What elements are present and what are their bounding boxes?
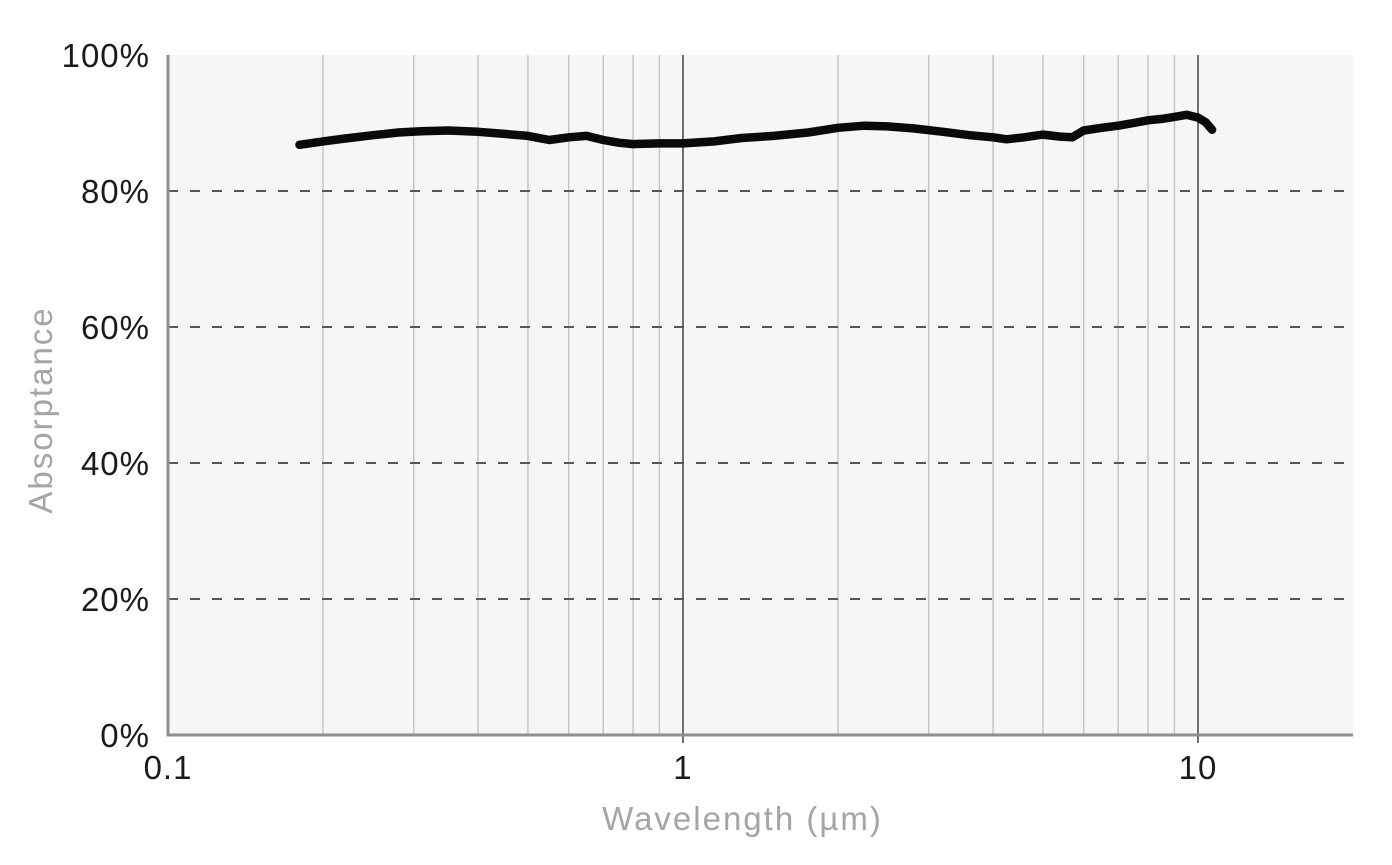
x-tick-label: 10 bbox=[1179, 749, 1218, 786]
x-gridlines bbox=[322, 55, 1199, 743]
x-axis-title: Wavelength (µm) bbox=[602, 800, 883, 837]
y-tick-labels: 0% 20% 40% 60% 80% 100% bbox=[62, 37, 150, 754]
y-tick-label: 60% bbox=[81, 309, 150, 346]
curve bbox=[295, 110, 1217, 150]
x-tick-label: 0.1 bbox=[144, 749, 193, 786]
absorptance-line bbox=[295, 110, 1217, 150]
x-tick-labels: 0.1 1 10 bbox=[144, 749, 1218, 786]
y-axis-title: Absorptance bbox=[22, 306, 59, 513]
y-tick-label: 0% bbox=[100, 717, 150, 754]
y-tick-label: 100% bbox=[62, 37, 150, 74]
y-tick-label: 20% bbox=[81, 581, 150, 618]
y-tick-label: 80% bbox=[81, 173, 150, 210]
plot-area bbox=[168, 55, 1353, 735]
y-tick-label: 40% bbox=[81, 445, 150, 482]
x-tick-label: 1 bbox=[673, 749, 692, 786]
